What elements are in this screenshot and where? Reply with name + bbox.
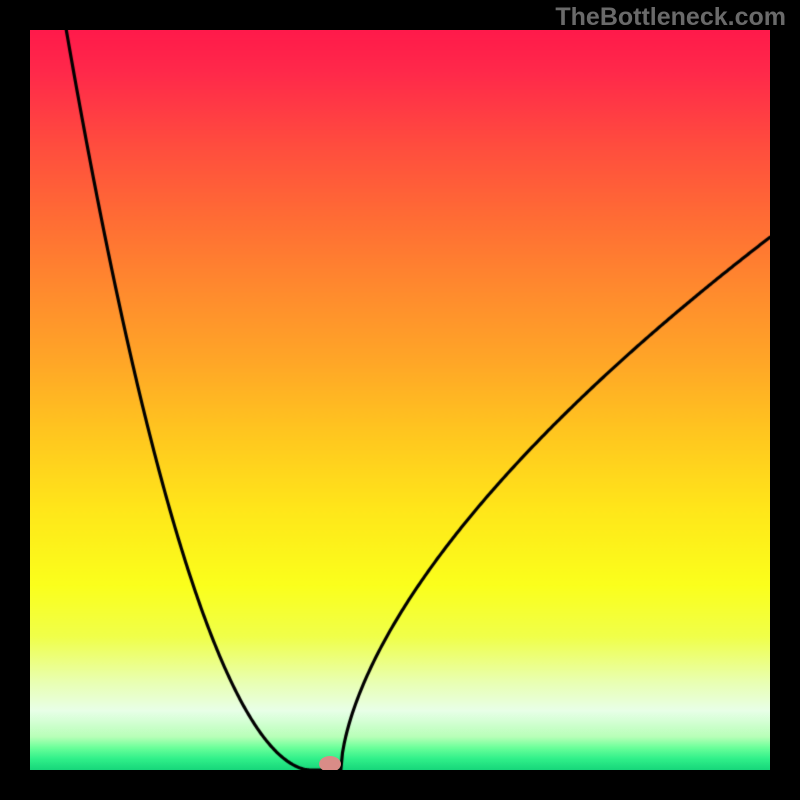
watermark-text: TheBottleneck.com (555, 3, 786, 32)
chart-container: TheBottleneck.com (0, 0, 800, 800)
frame-right (770, 0, 800, 800)
frame-left (0, 0, 30, 800)
frame-bottom (0, 770, 800, 800)
bottleneck-curve (30, 30, 770, 770)
plot-area (30, 30, 770, 770)
